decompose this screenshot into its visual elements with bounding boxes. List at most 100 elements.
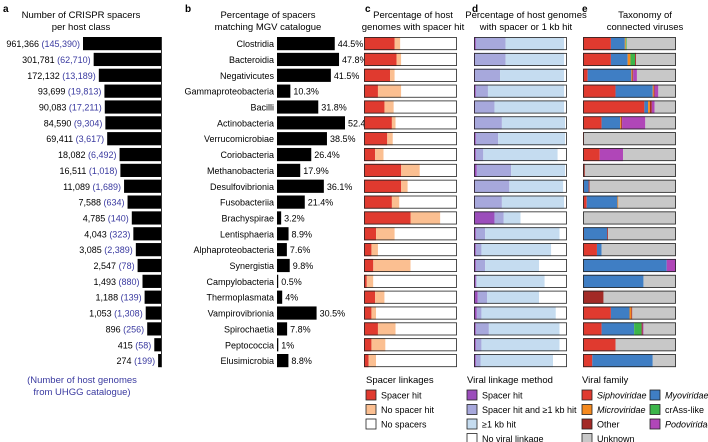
panel-d-segment — [488, 322, 560, 336]
panel-d-segment — [474, 322, 476, 336]
panel-c-segment — [376, 306, 457, 320]
panel-d-segment — [551, 243, 567, 257]
panel-a-bar — [124, 179, 161, 193]
panel-a-bar — [119, 147, 161, 162]
panel-b-value-label: 3.2% — [284, 213, 305, 223]
panel-e-bar-outline — [583, 68, 676, 82]
panel-d-segment — [476, 274, 545, 288]
panel-d-bar-outline — [474, 258, 567, 272]
panel-c-segment — [371, 338, 386, 352]
panel-a-bar — [104, 84, 161, 98]
legend-e-swatch — [649, 418, 661, 430]
panel-a-genome-count: (1,689) — [90, 182, 121, 192]
panel-e-segment — [583, 211, 676, 225]
panel-c-bar-outline — [364, 148, 457, 162]
panel-d-segment — [475, 37, 506, 51]
panel-a-value-label: 896 (256) — [106, 324, 145, 334]
panel-d-segment — [474, 306, 477, 320]
panel-c-segment — [364, 37, 395, 51]
panel-a-value-label: 274 (199) — [117, 356, 156, 366]
panel-b-category-label: Desulfovibrionia — [210, 182, 274, 192]
panel-d-segment — [474, 52, 506, 67]
panel-b-category-label: Bacteroidia — [229, 55, 274, 65]
panel-b-value-label: 41.5% — [334, 71, 360, 81]
panel-e-segment — [596, 243, 602, 257]
panel-a-spacer-count: 90,083 — [39, 103, 67, 113]
panel-b-bar — [277, 163, 301, 177]
panel-e-segment — [610, 306, 630, 320]
panel-e-segment — [589, 179, 676, 193]
panel-a-spacer-count: 896 — [106, 324, 121, 334]
panel-e-segment — [620, 116, 622, 130]
panel-b-category-label: Verrucomicrobiae — [204, 134, 274, 144]
panel-d-segment — [475, 147, 484, 162]
panel-d-segment — [475, 322, 489, 336]
panel-e-segment — [618, 195, 676, 209]
panel-c-title-line1: Percentage of host — [373, 10, 453, 21]
panel-e-bar-outline — [583, 84, 676, 98]
panel-d-segment — [559, 227, 567, 241]
panel-d-segment — [477, 290, 488, 304]
panel-e-segment — [624, 37, 626, 51]
panel-c-segment — [394, 68, 457, 82]
panel-e-segment — [653, 84, 655, 98]
panel-d-segment — [474, 100, 495, 114]
panel-e-bar-outline — [583, 132, 676, 146]
panel-e-segment — [601, 322, 635, 336]
panel-b-title-line1: Percentage of spacers — [220, 10, 315, 21]
panel-c-segment — [364, 338, 372, 352]
panel-d-bar-outline — [474, 306, 567, 320]
panel-c-segment — [364, 354, 369, 368]
panel-a-spacer-count: 84,590 — [44, 118, 72, 128]
panel-a-spacer-count: 4,785 — [83, 213, 106, 223]
panel-a-bar — [107, 132, 161, 146]
panel-b-bar — [277, 37, 335, 51]
panel-c-segment — [395, 322, 457, 336]
panel-b-category-label: Coriobacteria — [220, 150, 274, 160]
panel-e-segment — [583, 52, 611, 67]
panel-d-segment — [559, 322, 567, 336]
panel-e-segment — [641, 322, 643, 336]
panel-b-category-label: Lentisphaeria — [220, 229, 274, 239]
panel-d-segment — [487, 84, 565, 98]
panel-c-bar-outline — [364, 52, 457, 66]
panel-d-segment — [474, 243, 476, 257]
panel-d-segment — [481, 338, 560, 352]
panel-e-segment — [636, 68, 676, 82]
panel-c-segment — [375, 147, 384, 162]
panel-b-value-label: 8.8% — [291, 356, 312, 366]
panel-d-segment — [474, 116, 502, 130]
panel-e-segment — [649, 100, 652, 114]
panel-a-bar — [98, 68, 161, 82]
panel-d-bar-outline — [474, 68, 567, 82]
panel-d-segment — [474, 147, 476, 162]
panel-c-segment — [364, 68, 391, 82]
panel-e-segment — [622, 116, 646, 130]
panel-b-category-label: Negativicutes — [220, 71, 275, 81]
panel-e-bar-outline — [583, 290, 676, 304]
panel-a-genome-count: (58) — [133, 340, 152, 350]
panel-e-bar-outline — [583, 52, 676, 66]
panel-d-segment — [564, 68, 567, 82]
panel-a-value-label: 84,590 (9,304) — [44, 118, 103, 128]
panel-a-bar — [135, 243, 161, 257]
legend-e-swatch — [649, 404, 661, 415]
panel-d-segment — [475, 354, 481, 368]
panel-e-segment — [584, 163, 676, 177]
panel-e-segment — [631, 306, 633, 320]
panel-e-bar-outline — [583, 148, 676, 162]
panel-e-segment — [610, 37, 625, 51]
panel-b-bar — [277, 100, 319, 114]
panel-e-segment — [652, 354, 676, 368]
panel-b-letter: b — [185, 4, 191, 15]
panel-d-segment — [503, 211, 521, 225]
panel-b-category-label: Campylobacteria — [206, 277, 274, 287]
panel-d-segment — [474, 338, 476, 352]
panel-d-segment — [474, 132, 476, 146]
panel-c-segment — [364, 52, 397, 67]
panel-b-value-label: 30.5% — [320, 309, 346, 319]
legend-e-label: Podoviridae — [665, 420, 708, 430]
panel-a-bar — [137, 258, 161, 273]
panel-c-segment — [391, 195, 400, 209]
panel-b-value-label: 7.6% — [290, 245, 311, 255]
